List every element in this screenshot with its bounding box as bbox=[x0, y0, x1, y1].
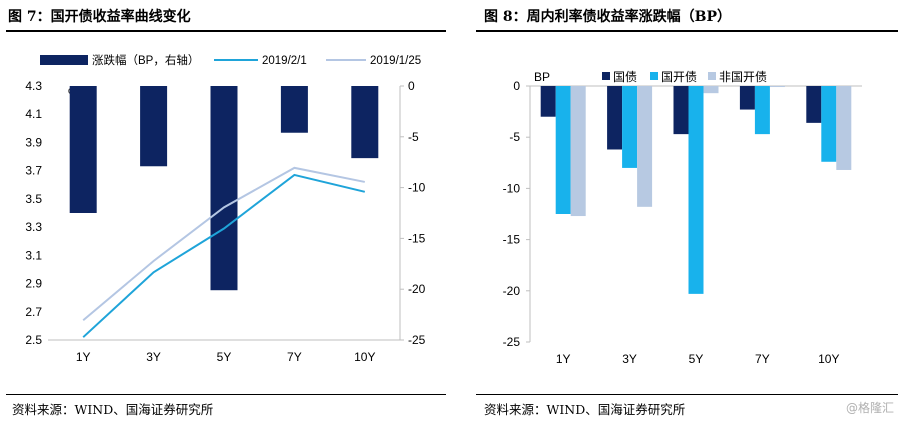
bar-国开债 bbox=[754, 86, 770, 135]
left-y-tick-label: 3.1 bbox=[25, 248, 42, 262]
right-y-tick-label: -25 bbox=[408, 333, 426, 347]
bar-bp-change bbox=[351, 86, 379, 159]
bar-非国开债 bbox=[769, 86, 785, 88]
figure-7-title: 图 7：国开债收益率曲线变化 bbox=[8, 9, 191, 25]
figure-8-title: 图 8：周内利率债收益率涨跌幅（BP） bbox=[484, 9, 731, 25]
left-y-tick-label: 2.5 bbox=[25, 333, 42, 347]
figure-8-top-rule bbox=[476, 30, 898, 32]
legend-label-line-2: 2019/1/25 bbox=[370, 55, 421, 67]
left-y-tick-label: 3.9 bbox=[25, 135, 42, 149]
x-tick-label: 3Y bbox=[146, 350, 161, 364]
y-tick-label: -15 bbox=[503, 233, 521, 247]
bar-国债 bbox=[607, 86, 623, 150]
line-series-2019-2-1 bbox=[82, 173, 366, 338]
x-tick-label: 7Y bbox=[755, 352, 770, 366]
legend-label-line-1: 2019/2/1 bbox=[262, 55, 307, 67]
left-y-tick-label: 2.7 bbox=[25, 305, 42, 319]
bar-国开债 bbox=[821, 86, 837, 162]
legend-swatch-非国开债 bbox=[708, 72, 716, 80]
figure-7-source: 资料来源：WIND、国海证券研究所 bbox=[12, 402, 214, 417]
bar-非国开债 bbox=[836, 86, 852, 170]
left-y-tick-label: 3.5 bbox=[25, 192, 42, 206]
figure-8-chart: 0 -5 -10 -15 -20 -25 BP 1Y 3Y 5Y 7Y 10Y 国债 国开债 非国开债 bbox=[503, 70, 862, 366]
x-tick-label: 10Y bbox=[818, 352, 839, 366]
x-tick-label: 7Y bbox=[287, 350, 302, 364]
legend-swatch-国开债 bbox=[650, 72, 658, 80]
right-y-tick-label: -10 bbox=[408, 181, 426, 195]
right-y-tick-label: 0 bbox=[408, 79, 415, 93]
y-tick-label: -10 bbox=[503, 181, 521, 195]
x-tick-label: 10Y bbox=[354, 350, 375, 364]
figure-7-panel: 图 7：国开债收益率曲线变化 4.3 4.1 3.9 3.7 3.5 3.3 3.1 2.9 2… bbox=[6, 9, 446, 417]
bar-bp-change bbox=[140, 86, 168, 167]
legend-label-国开债: 国开债 bbox=[661, 70, 697, 84]
bar-非国开债 bbox=[703, 86, 719, 94]
bar-国开债 bbox=[688, 86, 704, 294]
left-y-tick-label: 3.7 bbox=[25, 164, 42, 178]
x-tick-label: 5Y bbox=[689, 352, 704, 366]
legend-label-国债: 国债 bbox=[613, 70, 637, 84]
left-y-tick-label: 2.9 bbox=[25, 277, 42, 291]
bar-非国开债 bbox=[570, 86, 586, 217]
right-y-tick-label: -5 bbox=[408, 130, 419, 144]
left-y-tick-label: 3.3 bbox=[25, 220, 42, 234]
bar-国开债 bbox=[555, 86, 571, 214]
x-tick-label: 1Y bbox=[76, 350, 91, 364]
left-y-tick-label: 4.1 bbox=[25, 107, 42, 121]
figure-8-bottom-rule bbox=[476, 394, 898, 395]
bar-国债 bbox=[739, 86, 755, 110]
y-tick-label: -5 bbox=[509, 130, 520, 144]
figure-8-panel: 图 8：周内利率债收益率涨跌幅（BP） 0 -5 -10 -15 -20 -25 BP 1Y 3… bbox=[470, 0, 904, 421]
y-unit: BP bbox=[534, 70, 550, 84]
figure-8-source: 资料来源：WIND、国海证券研究所 bbox=[484, 402, 686, 417]
figure-7-bottom-rule bbox=[6, 394, 446, 395]
bar-bp-change bbox=[69, 86, 97, 213]
left-y-tick-label: 4.3 bbox=[25, 79, 42, 93]
bar-国债 bbox=[806, 86, 822, 123]
x-tick-label: 1Y bbox=[556, 352, 571, 366]
legend-swatch-国债 bbox=[602, 72, 610, 80]
x-tick-label: 3Y bbox=[622, 352, 637, 366]
figure-7-chart: 4.34.13.93.73.53.33.12.92.72.5%0-5-10-15… bbox=[25, 53, 426, 364]
y-tick-label: 0 bbox=[513, 79, 520, 93]
right-y-tick-label: -15 bbox=[408, 231, 426, 245]
legend-label-bar: 涨跌幅（BP，右轴） bbox=[92, 53, 199, 67]
figure-7-top-rule bbox=[6, 30, 446, 32]
watermark: @格隆汇 bbox=[845, 401, 894, 415]
right-y-tick-label: -20 bbox=[408, 282, 426, 296]
line-series-2019-1-25 bbox=[82, 166, 365, 322]
y-tick-label: -20 bbox=[503, 284, 521, 298]
bar-非国开债 bbox=[637, 86, 653, 207]
bar-bp-change bbox=[210, 86, 238, 291]
legend-label-非国开债: 非国开债 bbox=[719, 70, 767, 84]
bar-国开债 bbox=[622, 86, 638, 168]
x-tick-label: 5Y bbox=[217, 350, 232, 364]
bar-国债 bbox=[540, 86, 556, 117]
bar-bp-change bbox=[280, 86, 308, 133]
bar-国债 bbox=[673, 86, 689, 135]
y-tick-label: -25 bbox=[503, 335, 521, 349]
legend-swatch-bar bbox=[40, 55, 88, 65]
